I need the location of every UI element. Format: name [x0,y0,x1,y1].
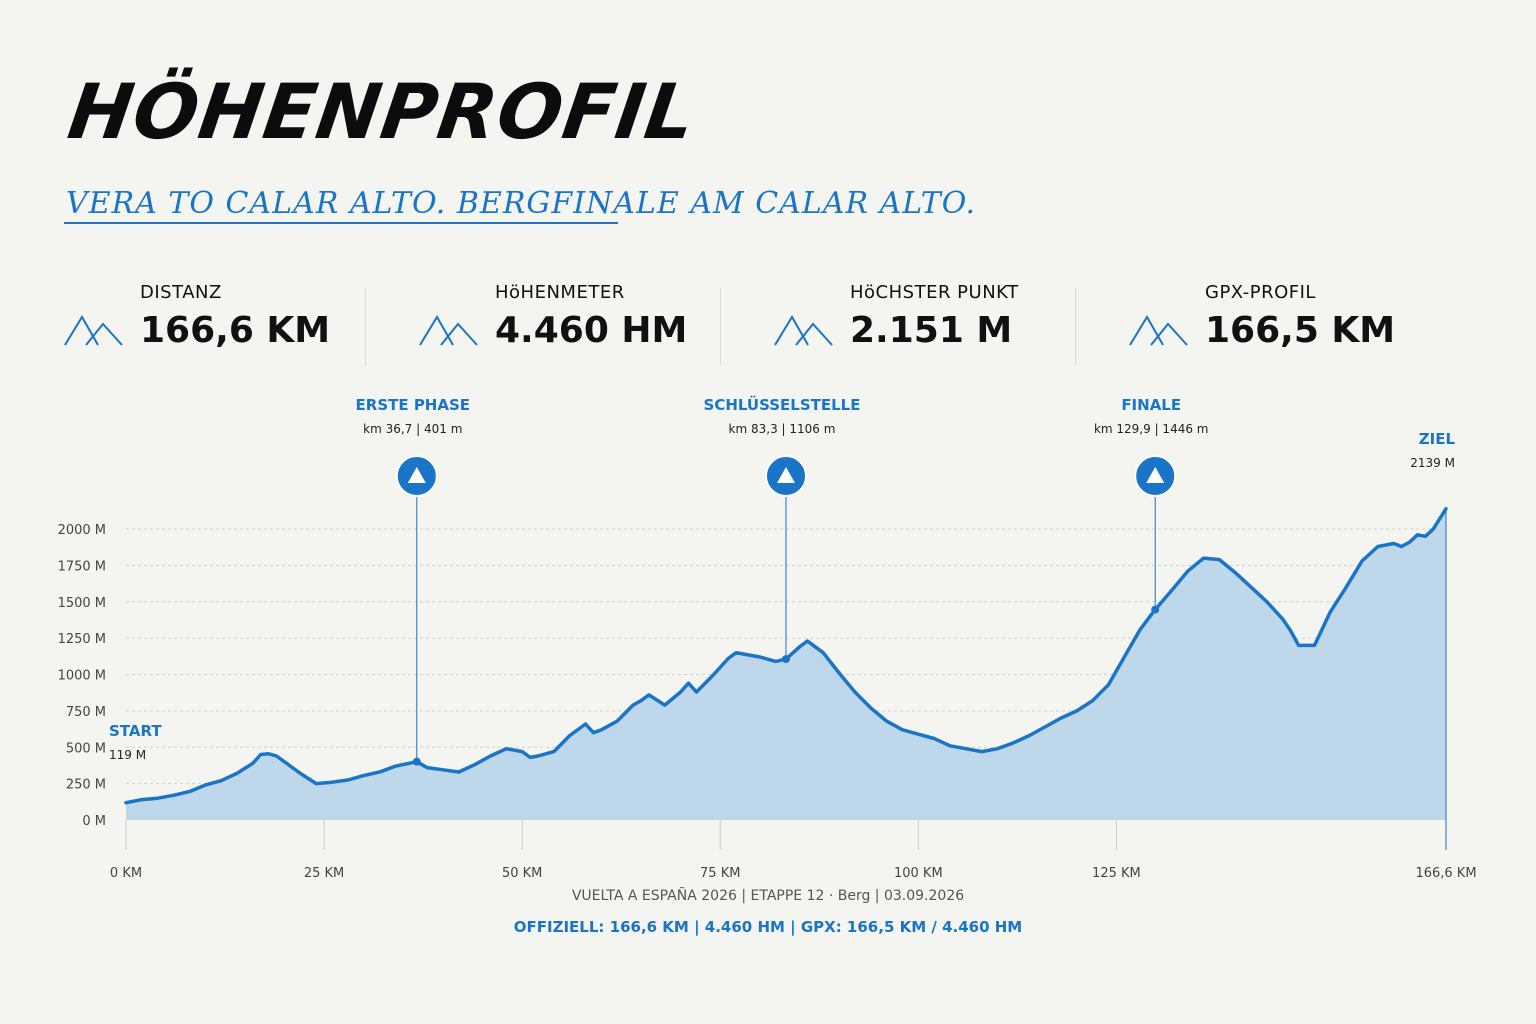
y-tick-label: 500 M [66,741,106,756]
start-label: START [109,722,162,740]
summit-icon [407,467,426,483]
waypoint-detail: km 129,9 | 1446 m [1094,422,1209,436]
subtitle-underline [64,222,618,224]
waypoint-dot [1151,605,1160,614]
mountain-icon [419,315,478,346]
stat-label: HöCHSTER PUNKT [850,282,1019,303]
stat-divider [365,288,366,366]
stat-divider [1075,288,1076,366]
stat-highest-point: HöCHSTER PUNKT 2.151 M [774,270,1129,366]
y-tick-label: 250 M [66,778,106,793]
waypoint-title: ERSTE PHASE [356,396,471,414]
x-tick-label: 100 KM [894,866,943,881]
stat-label: GPX-PROFIL [1205,282,1316,303]
x-tick-label: 75 KM [700,866,740,881]
x-tick-label: 0 KM [110,866,142,881]
footer-stage-info: VUELTA A ESPAÑA 2026 | ETAPPE 12 · Berg … [571,888,965,904]
stat-label: HöHENMETER [495,282,625,303]
y-tick-label: 0 M [82,814,106,829]
footer-official-stats: OFFIZIELL: 166,6 KM | 4.460 HM | GPX: 16… [513,918,1023,936]
stat-value: 2.151 M [850,310,1013,351]
stat-label: DISTANZ [140,282,222,303]
finish-label: ZIEL [1419,430,1456,448]
stats-bar: DISTANZ 166,6 KM HöHENMETER 4.460 HM HöC… [0,270,1536,370]
finish-elevation: 2139 M [1410,456,1455,470]
stat-divider [720,288,721,366]
elevation-area [126,508,1446,820]
elevation-line [124,507,1448,805]
mountain-icon [774,315,833,346]
y-tick-label: 1500 M [58,596,106,611]
waypoint-title: FINALE [1121,396,1181,414]
x-tick-label: 166,6 KM [1415,866,1476,881]
y-tick-label: 1250 M [58,632,106,647]
x-tick-label: 25 KM [304,866,344,881]
stat-value: 4.460 HM [495,310,688,351]
summit-icon [777,467,795,483]
y-tick-label: 750 M [66,705,106,720]
summit-icon [1146,467,1165,483]
stat-elevation-gain: HöHENMETER 4.460 HM [419,270,774,366]
mountain-icon [64,315,123,346]
waypoint-dot [782,655,790,664]
y-tick-label: 1000 M [58,669,106,684]
stat-distance: DISTANZ 166,6 KM [64,270,419,366]
waypoint-detail: km 36,7 | 401 m [363,422,462,436]
x-tick-label: 50 KM [502,866,542,881]
waypoint-dot [412,757,421,766]
stat-value: 166,6 KM [140,310,331,351]
start-elevation: 119 M [109,748,146,762]
y-tick-label: 2000 M [58,523,106,538]
x-tick-label: 125 KM [1092,866,1141,881]
stat-value: 166,5 KM [1205,310,1396,351]
page-subtitle: VERA TO CALAR ALTO. BERGFINALE AM CALAR … [66,186,977,221]
mountain-icon [1129,315,1188,346]
y-tick-label: 1750 M [58,559,106,574]
stat-gpx-profile: GPX-PROFIL 166,5 KM [1129,270,1484,366]
waypoint-title: SCHLÜSSELSTELLE [704,395,861,414]
waypoint-detail: km 83,3 | 1106 m [729,422,836,436]
